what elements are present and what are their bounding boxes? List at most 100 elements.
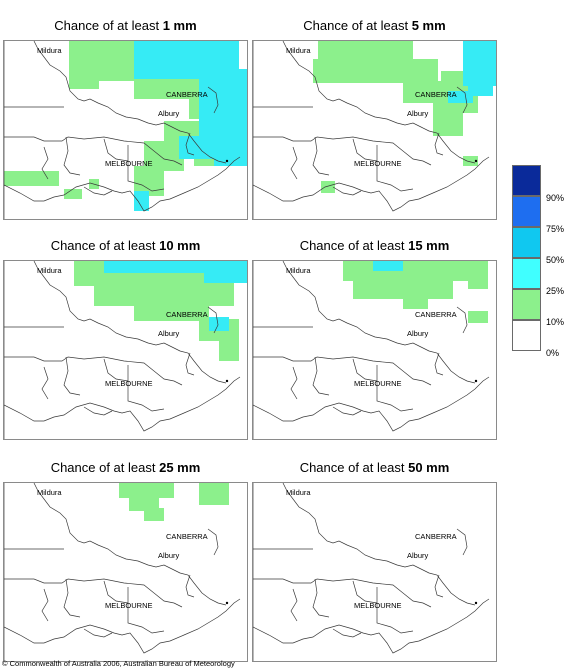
- location-marker: [225, 601, 229, 605]
- rainfall-map: Mildura CANBERRA Albury MELBOURNE: [3, 482, 248, 662]
- boundary-line: [4, 356, 183, 386]
- boundary-line: [434, 132, 444, 156]
- boundary-line: [83, 186, 113, 196]
- legend-swatch: [512, 289, 541, 320]
- probability-cell-25-50: [134, 191, 149, 211]
- place-label-canberra: CANBERRA: [166, 532, 208, 541]
- boundary-line: [4, 156, 241, 212]
- place-label-albury: Albury: [407, 329, 429, 338]
- panel-title: Chance of at least 50 mm: [299, 460, 450, 475]
- probability-cell-10-25: [219, 339, 239, 361]
- boundary-line: [434, 352, 444, 376]
- probability-cell-10-25: [134, 79, 199, 99]
- probability-cell-25-50: [204, 261, 247, 283]
- boundary-line: [83, 628, 113, 638]
- map-panel-10mm: Chance of at least 10 mm Mildura CANBERRA…: [3, 238, 248, 443]
- boundary-line: [207, 86, 219, 114]
- probability-cell-25-50: [209, 317, 229, 331]
- place-label-mildura: Mildura: [286, 46, 311, 55]
- probability-cell-10-25: [433, 101, 463, 136]
- boundary-line: [253, 376, 490, 432]
- boundary-line: [282, 261, 476, 384]
- probability-legend: 90% 75% 50% 25% 10% 0%: [512, 165, 570, 360]
- probability-cell-10-25: [134, 303, 209, 321]
- map-canvas: Mildura CANBERRA Albury MELBOURNE: [4, 261, 247, 439]
- place-label-mildura: Mildura: [286, 488, 311, 497]
- probability-cell-25-50: [214, 146, 247, 166]
- boundary-line: [376, 145, 414, 192]
- boundary-line: [41, 588, 49, 622]
- legend-label: 75%: [546, 224, 565, 234]
- panel-title: Chance of at least 15 mm: [299, 238, 450, 253]
- boundary-line: [312, 356, 330, 396]
- panel-title: Chance of at least 1 mm: [54, 18, 197, 33]
- legend-label: 90%: [546, 193, 565, 203]
- probability-cell-25-50: [448, 91, 473, 103]
- legend-label: 50%: [546, 255, 565, 265]
- boundary-line: [127, 365, 165, 412]
- rainfall-map: Mildura CANBERRA Albury MELBOURNE: [252, 40, 497, 220]
- rainfall-map: Mildura CANBERRA Albury MELBOURNE: [252, 260, 497, 440]
- probability-cell-10-25: [64, 189, 82, 199]
- place-label-melbourne: MELBOURNE: [105, 379, 153, 388]
- boundary-line: [332, 186, 362, 196]
- map-canvas: Mildura CANBERRA Albury MELBOURNE: [4, 483, 241, 661]
- location-marker: [474, 379, 478, 383]
- boundary-line: [33, 41, 227, 164]
- probability-cell-25-50: [463, 41, 496, 86]
- boundary-line: [63, 136, 81, 176]
- boundary-line: [253, 156, 490, 212]
- legend-swatch: [512, 165, 541, 196]
- boundary-line: [33, 261, 227, 384]
- place-label-mildura: Mildura: [286, 266, 311, 275]
- place-label-mildura: Mildura: [37, 46, 62, 55]
- boundary-line: [185, 574, 195, 598]
- boundary-line: [332, 628, 362, 638]
- map-panel-50mm: Chance of at least 50 mm Mildura CANBERRA…: [252, 460, 497, 665]
- probability-cell-10-25: [468, 261, 488, 289]
- probability-cell-10-25: [353, 279, 453, 299]
- probability-cell-25-50: [468, 81, 493, 96]
- location-marker: [474, 159, 478, 163]
- boundary-line: [456, 528, 468, 556]
- boundary-line: [290, 146, 298, 180]
- boundary-line: [352, 138, 378, 162]
- probability-cell-10-25: [313, 59, 438, 83]
- boundary-line: [41, 366, 49, 400]
- boundary-line: [332, 406, 362, 416]
- boundary-line: [282, 41, 476, 164]
- probability-cell-10-25: [343, 261, 478, 281]
- rainfall-map: Mildura CANBERRA Albury MELBOURNE: [252, 482, 497, 662]
- panel-title: Chance of at least 5 mm: [303, 18, 446, 33]
- boundary-line: [352, 580, 378, 604]
- boundary-line: [103, 358, 129, 382]
- place-label-melbourne: MELBOURNE: [105, 601, 153, 610]
- boundary-line: [352, 358, 378, 382]
- boundary-line: [63, 578, 81, 618]
- boundary-line: [376, 587, 414, 634]
- legend-label: 0%: [546, 348, 560, 358]
- boundary-line: [290, 366, 298, 400]
- boundary-line: [33, 483, 227, 606]
- boundary-line: [456, 86, 468, 114]
- boundary-line: [312, 136, 330, 176]
- place-label-melbourne: MELBOURNE: [354, 379, 402, 388]
- map-canvas: Mildura CANBERRA Albury MELBOURNE: [4, 41, 247, 219]
- map-canvas: Mildura CANBERRA Albury MELBOURNE: [253, 483, 490, 661]
- boundary-line: [282, 483, 476, 606]
- place-label-canberra: CANBERRA: [415, 532, 457, 541]
- probability-cell-25-50: [373, 261, 403, 271]
- probability-cell-10-25: [144, 508, 164, 521]
- probability-cell-10-25: [199, 483, 229, 505]
- copyright-notice: © Commonwealth of Australia 2006, Austra…: [2, 659, 235, 668]
- place-label-canberra: CANBERRA: [415, 310, 457, 319]
- probability-cell-10-25: [129, 495, 159, 511]
- rainfall-map: Mildura CANBERRA Albury MELBOURNE: [3, 40, 248, 220]
- panel-title: Chance of at least 10 mm: [50, 238, 201, 253]
- place-label-melbourne: MELBOURNE: [354, 159, 402, 168]
- boundary-line: [207, 306, 219, 334]
- boundary-line: [4, 376, 241, 432]
- location-marker: [225, 159, 229, 163]
- boundary-line: [83, 406, 113, 416]
- boundary-line: [127, 145, 165, 192]
